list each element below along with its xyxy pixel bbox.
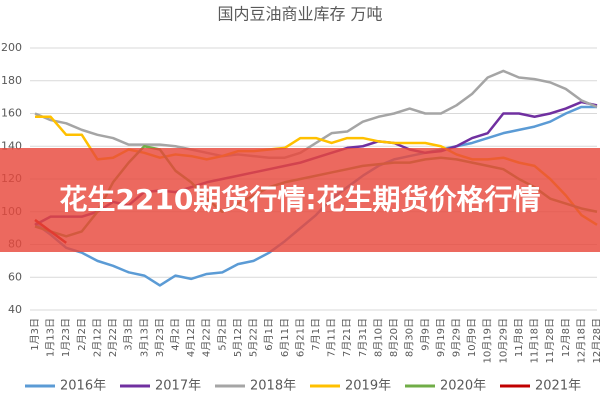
x-tick-label: 11月28日 (544, 318, 556, 363)
x-tick-label: 11月8日 (513, 318, 525, 357)
x-tick-label: 8月20日 (388, 318, 400, 357)
x-tick-label: 3月3日 (123, 318, 135, 351)
x-tick-label: 2月22日 (107, 318, 119, 357)
y-tick-label: 40 (8, 303, 22, 316)
legend-label: 2019年 (345, 379, 391, 394)
chart-title: 国内豆油商业库存 万吨 (217, 5, 382, 24)
x-tick-label: 12月8日 (560, 318, 572, 357)
overlay-banner: 花生2210期货行情:花生期货价格行情 (0, 148, 600, 252)
x-tick-label: 11月18日 (529, 318, 541, 363)
x-tick-label: 5月12日 (232, 318, 244, 357)
x-tick-label: 2月12日 (91, 318, 103, 357)
x-tick-label: 4月22日 (201, 318, 213, 357)
x-tick-label: 7月31日 (357, 318, 369, 357)
legend-label: 2016年 (60, 379, 106, 394)
x-tick-label: 1月3日 (29, 318, 41, 351)
x-tick-label: 7月1日 (310, 318, 322, 351)
x-tick-label: 3月23日 (154, 318, 166, 357)
x-tick-label: 9月29日 (451, 318, 463, 357)
overlay-text: 花生2210期货行情:花生期货价格行情 (59, 183, 541, 216)
x-tick-label: 1月23日 (60, 318, 72, 357)
y-tick-label: 160 (1, 107, 22, 120)
x-tick-label: 6月1日 (263, 318, 275, 351)
x-tick-label: 12月28日 (591, 318, 600, 363)
x-tick-label: 10月19日 (482, 318, 494, 363)
x-tick-label: 6月21日 (294, 318, 306, 357)
legend-label: 2021年 (535, 379, 581, 394)
x-tick-label: 9月9日 (419, 318, 431, 351)
x-tick-label: 8月10日 (372, 318, 384, 357)
x-tick-label: 5月22日 (248, 318, 260, 357)
series-line (34, 69, 598, 159)
x-tick-label: 8月30日 (404, 318, 416, 357)
x-tick-label: 2月2日 (76, 318, 88, 351)
x-tick-label: 4月2日 (170, 318, 182, 351)
x-tick-label: 10月29日 (497, 318, 509, 363)
x-tick-label: 3月13日 (138, 318, 150, 357)
legend-label: 2017年 (155, 379, 201, 394)
legend-label: 2018年 (250, 379, 296, 394)
x-tick-label: 10月9日 (466, 318, 478, 357)
x-tick-label: 9月19日 (435, 318, 447, 357)
x-tick-label: 12月18日 (575, 318, 587, 363)
x-tick-label: 5月2日 (216, 318, 228, 351)
x-tick-label: 4月12日 (185, 318, 197, 357)
x-tick-label: 1月13日 (45, 318, 57, 357)
x-tick-label: 6月11日 (279, 318, 291, 357)
legend-label: 2020年 (440, 379, 486, 394)
x-tick-label: 7月11日 (326, 318, 338, 357)
y-tick-label: 200 (1, 41, 22, 54)
y-tick-label: 60 (8, 270, 22, 283)
x-tick-label: 7月21日 (341, 318, 353, 357)
y-tick-label: 180 (1, 74, 22, 87)
